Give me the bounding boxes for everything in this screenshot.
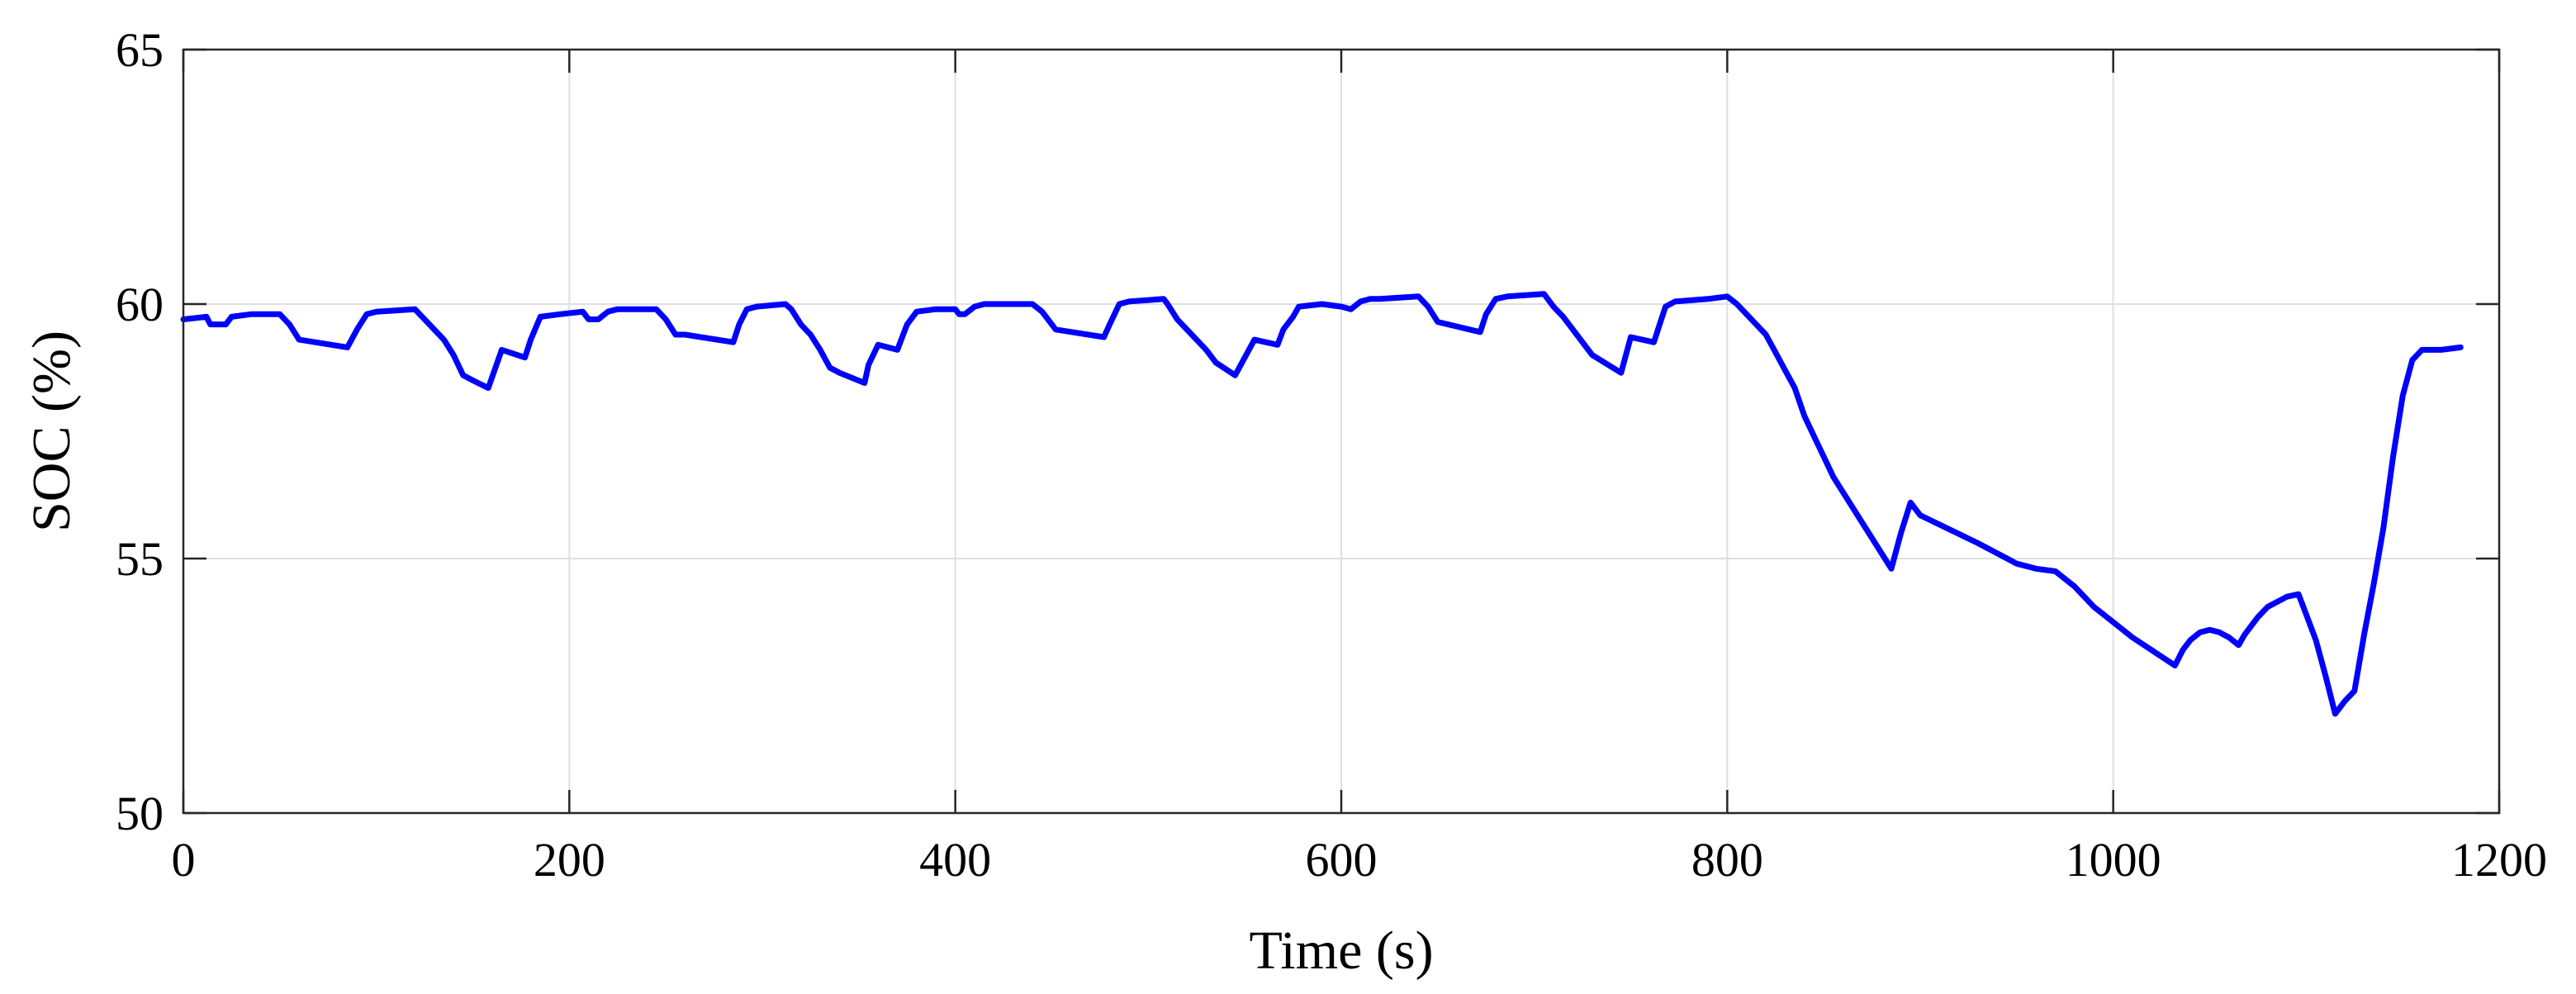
x-tick-label: 600	[1306, 833, 1378, 887]
y-axis-label: SOC (%)	[21, 331, 82, 532]
y-tick-label: 50	[116, 787, 164, 840]
x-tick-label: 1000	[2066, 833, 2161, 887]
y-tick-labels: 50 55 60 65	[116, 23, 164, 840]
x-tick-label: 200	[534, 833, 605, 887]
y-tick-label: 65	[116, 23, 164, 77]
x-axis-label: Time (s)	[1249, 920, 1433, 981]
soc-series-line	[180, 291, 2464, 717]
y-tick-label: 60	[116, 278, 164, 331]
x-tick-label: 0	[172, 833, 196, 887]
plot-series	[180, 291, 2464, 717]
x-tick-labels: 0 200 400 600 800 1000 1200	[172, 833, 2548, 887]
y-tick-label: 55	[116, 532, 164, 586]
axis-ticks	[182, 48, 2501, 815]
x-tick-label: 800	[1691, 833, 1763, 887]
x-tick-label: 400	[919, 833, 991, 887]
x-tick-label: 1200	[2451, 833, 2547, 887]
